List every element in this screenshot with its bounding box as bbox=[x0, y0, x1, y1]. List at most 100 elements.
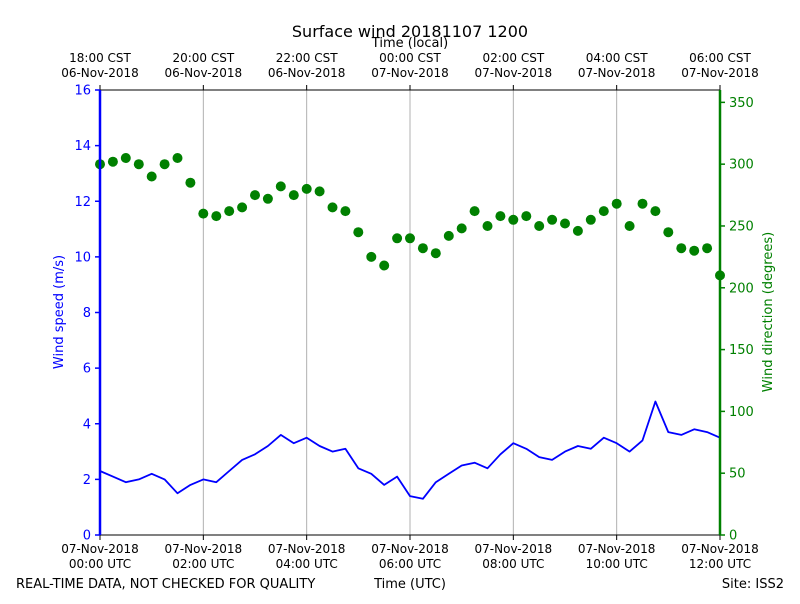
bottom-axis-label: Time (UTC) bbox=[373, 577, 446, 592]
bottom-tick-label: 00:00 UTC bbox=[69, 557, 131, 571]
left-tick-label: 0 bbox=[83, 529, 91, 544]
left-tick-label: 14 bbox=[74, 139, 91, 154]
wind-direction-point bbox=[275, 181, 286, 192]
top-tick-label: 06-Nov-2018 bbox=[165, 66, 243, 80]
bottom-tick-label: 07-Nov-2018 bbox=[681, 542, 759, 556]
bottom-tick-label: 10:00 UTC bbox=[586, 557, 648, 571]
top-tick-label: 07-Nov-2018 bbox=[475, 66, 553, 80]
top-axis-label: Time (local) bbox=[371, 36, 448, 51]
wind-direction-point bbox=[417, 243, 428, 254]
bottom-tick-label: 12:00 UTC bbox=[689, 557, 751, 571]
wind-direction-point bbox=[430, 248, 441, 259]
bottom-tick-label: 08:00 UTC bbox=[482, 557, 544, 571]
wind-direction-point bbox=[133, 159, 144, 170]
wind-direction-point bbox=[172, 153, 183, 163]
bottom-tick-label: 02:00 UTC bbox=[172, 557, 234, 571]
top-tick-label: 20:00 CST bbox=[172, 51, 234, 65]
top-tick-label: 07-Nov-2018 bbox=[681, 66, 759, 80]
bottom-tick-label: 04:00 UTC bbox=[276, 557, 338, 571]
wind-direction-point bbox=[198, 208, 209, 219]
bottom-tick-label: 07-Nov-2018 bbox=[578, 542, 656, 556]
left-tick-label: 2 bbox=[83, 473, 91, 488]
left-tick-label: 10 bbox=[74, 250, 91, 265]
wind-direction-point bbox=[702, 243, 713, 254]
top-tick-label: 18:00 CST bbox=[69, 51, 131, 65]
wind-direction-point bbox=[637, 198, 648, 209]
wind-direction-point bbox=[211, 211, 222, 222]
wind-direction-point bbox=[482, 221, 493, 231]
wind-direction-point bbox=[224, 206, 235, 217]
wind-direction-point bbox=[301, 183, 312, 194]
wind-direction-point bbox=[624, 221, 635, 231]
wind-direction-point bbox=[598, 206, 609, 217]
left-tick-label: 8 bbox=[83, 306, 91, 321]
bottom-tick-label: 06:00 UTC bbox=[379, 557, 441, 571]
wind-direction-point bbox=[237, 202, 248, 213]
right-tick-label: 100 bbox=[729, 405, 754, 420]
chart-title: Surface wind 20181107 1200 bbox=[292, 22, 528, 41]
left-axis-label: Wind speed (m/s) bbox=[52, 255, 67, 369]
right-tick-label: 0 bbox=[729, 529, 737, 544]
wind-direction-point bbox=[327, 202, 338, 213]
left-tick-label: 4 bbox=[83, 417, 91, 432]
wind-direction-point bbox=[353, 227, 364, 238]
right-axis-label: Wind direction (degrees) bbox=[761, 232, 776, 392]
wind-direction-point bbox=[288, 190, 299, 201]
top-tick-label: 07-Nov-2018 bbox=[371, 66, 449, 80]
wind-direction-point bbox=[650, 206, 661, 217]
left-tick-label: 6 bbox=[83, 362, 91, 377]
wind-speed-line bbox=[99, 400, 721, 500]
wind-direction-point bbox=[443, 230, 454, 241]
wind-direction-point bbox=[534, 221, 545, 231]
top-tick-label: 07-Nov-2018 bbox=[578, 66, 656, 80]
quality-note: REAL-TIME DATA, NOT CHECKED FOR QUALITY bbox=[16, 577, 315, 592]
site-label: Site: ISS2 bbox=[722, 577, 784, 592]
left-tick-label: 16 bbox=[74, 84, 91, 99]
top-tick-label: 06:00 CST bbox=[689, 51, 751, 65]
wind-direction-point bbox=[495, 211, 506, 222]
bottom-tick-label: 07-Nov-2018 bbox=[61, 542, 139, 556]
wind-direction-point bbox=[572, 225, 583, 236]
right-tick-label: 350 bbox=[729, 96, 754, 111]
right-tick-label: 250 bbox=[729, 219, 754, 234]
top-tick-label: 04:00 CST bbox=[586, 51, 648, 65]
wind-direction-point bbox=[611, 198, 622, 209]
wind-direction-point bbox=[366, 251, 377, 262]
top-tick-label: 06-Nov-2018 bbox=[61, 66, 139, 80]
top-tick-label: 00:00 CST bbox=[379, 51, 441, 65]
wind-direction-point bbox=[521, 211, 532, 222]
top-tick-label: 22:00 CST bbox=[276, 51, 338, 65]
wind-direction-point bbox=[547, 214, 558, 225]
wind-direction-point bbox=[262, 193, 273, 204]
bottom-tick-label: 07-Nov-2018 bbox=[371, 542, 449, 556]
wind-direction-point bbox=[314, 186, 325, 197]
wind-direction-point bbox=[392, 233, 403, 244]
wind-direction-point bbox=[456, 223, 467, 234]
right-tick-label: 50 bbox=[729, 467, 746, 482]
wind-direction-point bbox=[146, 171, 157, 182]
wind-direction-point bbox=[340, 206, 351, 217]
wind-direction-point bbox=[676, 243, 687, 254]
wind-direction-point bbox=[379, 260, 390, 271]
wind-direction-point bbox=[689, 245, 700, 256]
wind-direction-point bbox=[508, 214, 519, 225]
wind-direction-point bbox=[560, 218, 570, 229]
wind-direction-point bbox=[159, 159, 170, 170]
wind-direction-point bbox=[250, 190, 260, 201]
top-tick-label: 06-Nov-2018 bbox=[268, 66, 346, 80]
grid-layer bbox=[202, 90, 618, 535]
wind-direction-point bbox=[469, 206, 480, 217]
bottom-tick-label: 07-Nov-2018 bbox=[165, 542, 243, 556]
right-tick-label: 200 bbox=[729, 281, 754, 296]
wind-direction-point bbox=[405, 233, 415, 244]
bottom-tick-label: 07-Nov-2018 bbox=[475, 542, 553, 556]
bottom-tick-label: 07-Nov-2018 bbox=[268, 542, 346, 556]
left-tick-label: 12 bbox=[74, 195, 91, 210]
top-tick-label: 02:00 CST bbox=[482, 51, 544, 65]
wind-direction-point bbox=[585, 214, 596, 225]
series-layer bbox=[95, 153, 725, 500]
wind-direction-point bbox=[185, 177, 196, 188]
